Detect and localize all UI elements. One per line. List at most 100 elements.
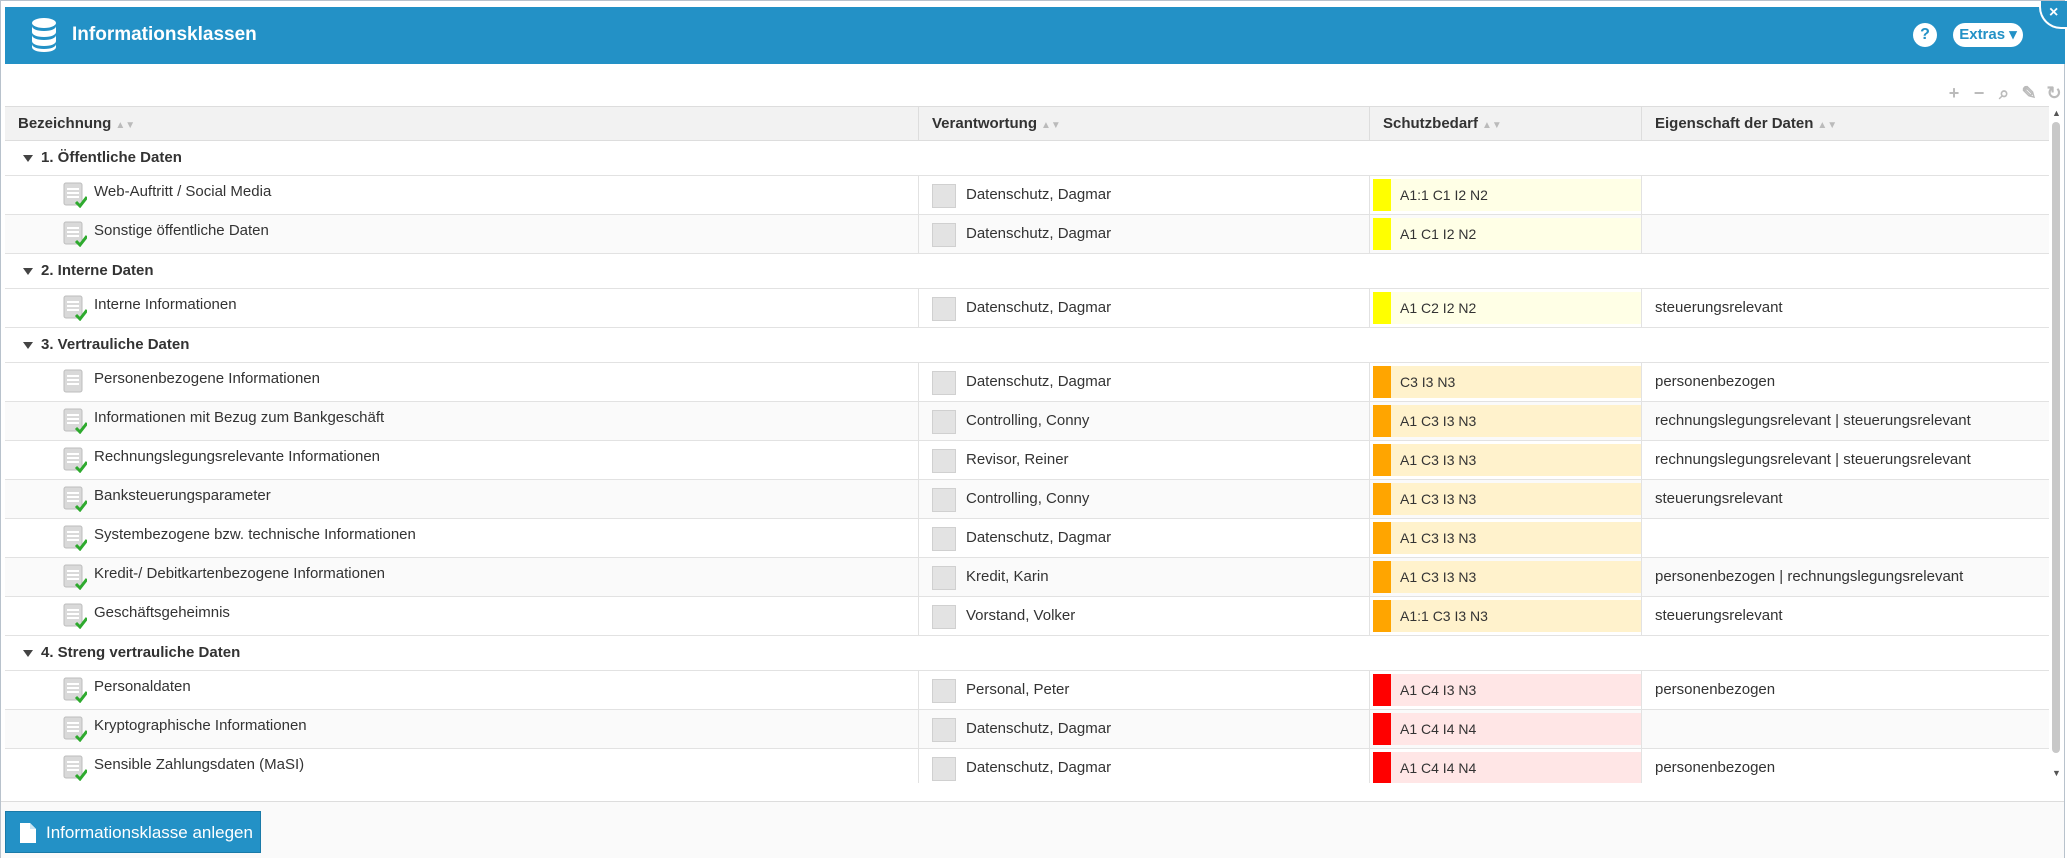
cell-bezeichnung: Kryptographische Informationen (5, 710, 919, 748)
cell-eigenschaft: personenbezogen (1655, 373, 1776, 390)
document-check-icon (63, 182, 87, 208)
item-name[interactable]: Systembezogene bzw. technische Informati… (94, 526, 416, 543)
document-check-icon (63, 486, 87, 512)
item-name[interactable]: Personaldaten (94, 678, 191, 695)
create-information-class-button[interactable]: Informationsklasse anlegen (5, 811, 261, 853)
column-header-schutzbedarf[interactable]: Schutzbedarf ▲▼ (1370, 107, 1642, 141)
document-check-icon (63, 564, 87, 590)
cell-bezeichnung: Banksteuerungsparameter (5, 480, 919, 518)
protection-value: A1 C4 I3 N3 (1391, 674, 1641, 706)
protection-value: A1 C2 I2 N2 (1391, 292, 1641, 324)
item-name[interactable]: Web-Auftritt / Social Media (94, 183, 272, 200)
avatar-icon (932, 527, 956, 551)
avatar-icon (932, 371, 956, 395)
cell-bezeichnung: Personenbezogene Informationen (5, 363, 919, 401)
cell-eigenschaft: steuerungsrelevant (1655, 607, 1783, 624)
extras-menu-button[interactable]: Extras ▾ (1953, 23, 2023, 47)
cell-eigenschaft: steuerungsrelevant (1655, 299, 1783, 316)
cell-schutzbedarf: A1 C3 I3 N3 (1370, 480, 1642, 518)
cell-eigenschaft (1642, 710, 2049, 748)
cell-bezeichnung: Systembezogene bzw. technische Informati… (5, 519, 919, 557)
column-header-eigenschaft[interactable]: Eigenschaft der Daten ▲▼ (1655, 115, 1838, 132)
item-name[interactable]: Sensible Zahlungsdaten (MaSI) (94, 756, 305, 773)
cell-verantwortung: Controlling, Conny (919, 480, 1370, 518)
caret-down-icon[interactable] (23, 155, 33, 162)
table-row[interactable]: Kredit-/ Debitkartenbezogene Information… (5, 558, 2049, 597)
cell-bezeichnung: Rechnungslegungsrelevante Informationen (5, 441, 919, 479)
table-row[interactable]: Interne Informationen Datenschutz, Dagmar… (5, 289, 2049, 328)
table-row[interactable]: Banksteuerungsparameter Controlling, Conn… (5, 480, 2049, 519)
protection-value: A1 C3 I3 N3 (1391, 561, 1641, 593)
item-name[interactable]: Personenbezogene Informationen (94, 370, 320, 387)
footer-bar (1, 801, 2064, 858)
item-name[interactable]: Interne Informationen (94, 296, 237, 313)
cell-verantwortung: Datenschutz, Dagmar (919, 710, 1370, 748)
scrollbar-thumb[interactable] (2052, 122, 2060, 753)
group-row[interactable]: 1. Öffentliche Daten (5, 141, 2049, 176)
group-label: 4. Streng vertrauliche Daten (41, 644, 241, 661)
cell-bezeichnung: Geschäftsgeheimnis (5, 597, 919, 635)
protection-value: A1 C3 I3 N3 (1391, 444, 1641, 476)
item-name[interactable]: Sonstige öffentliche Daten (94, 222, 269, 239)
close-icon[interactable]: × (2049, 4, 2059, 21)
cell-eigenschaft: rechnungslegungsrelevant | steuerungsrel… (1655, 451, 1971, 468)
item-name[interactable]: Informationen mit Bezug zum Bankgeschäft (94, 409, 385, 426)
grid-header: Bezeichnung ▲▼ Verantwortung ▲▼ Schutzbeda… (5, 106, 2049, 141)
group-row[interactable]: 2. Interne Daten (5, 254, 2049, 289)
cell-schutzbedarf: A1 C2 I2 N2 (1370, 289, 1642, 327)
protection-value: A1:1 C3 I3 N3 (1391, 600, 1641, 632)
wrench-icon[interactable]: ✎ (2021, 83, 2037, 103)
table-row[interactable]: Geschäftsgeheimnis Vorstand, Volker A1:1 C… (5, 597, 2049, 636)
item-name[interactable]: Rechnungslegungsrelevante Informationen (94, 448, 381, 465)
protection-level-swatch (1373, 752, 1391, 783)
plus-icon[interactable]: + (1948, 83, 1960, 103)
cell-verantwortung: Datenschutz, Dagmar (919, 176, 1370, 214)
cell-bezeichnung: Informationen mit Bezug zum Bankgeschäft (5, 402, 919, 440)
table-row[interactable]: Personenbezogene Informationen Datenschut… (5, 363, 2049, 402)
table-row[interactable]: Systembezogene bzw. technische Informati… (5, 519, 2049, 558)
table-row[interactable]: Informationen mit Bezug zum Bankgeschäft… (5, 402, 2049, 441)
caret-down-icon[interactable] (23, 342, 33, 349)
table-row[interactable]: Personaldaten Personal, Peter A1 C4 I3 N3 p… (5, 671, 2049, 710)
table-row[interactable]: Kryptographische Informationen Datenschut… (5, 710, 2049, 749)
column-header-verantwortung[interactable]: Verantwortung ▲▼ (919, 107, 1370, 141)
item-name[interactable]: Geschäftsgeheimnis (94, 604, 230, 621)
item-name[interactable]: Kredit-/ Debitkartenbezogene Information… (94, 565, 386, 582)
table-row[interactable]: Sonstige öffentliche Daten Datenschutz, D… (5, 215, 2049, 254)
cell-schutzbedarf: A1 C3 I3 N3 (1370, 441, 1642, 479)
owner-name: Personal, Peter (966, 681, 1070, 698)
table-row[interactable]: Sensible Zahlungsdaten (MaSI) Datenschutz… (5, 749, 2049, 783)
table-row[interactable]: Web-Auftritt / Social Media Datenschutz, … (5, 176, 2049, 215)
protection-level-swatch (1373, 483, 1391, 515)
cell-eigenschaft (1642, 215, 2049, 253)
owner-name: Datenschutz, Dagmar (966, 225, 1112, 242)
cell-verantwortung: Revisor, Reiner (919, 441, 1370, 479)
caret-down-icon[interactable] (23, 268, 33, 275)
owner-name: Datenschutz, Dagmar (966, 186, 1112, 203)
cell-schutzbedarf: A1:1 C1 I2 N2 (1370, 176, 1642, 214)
document-check-icon (63, 755, 87, 781)
table-row[interactable]: Rechnungslegungsrelevante Informationen R… (5, 441, 2049, 480)
protection-level-swatch (1373, 405, 1391, 437)
group-row[interactable]: 4. Streng vertrauliche Daten (5, 636, 2049, 671)
vertical-scrollbar[interactable]: ▲ ▼ (2050, 106, 2062, 783)
caret-down-icon[interactable] (23, 650, 33, 657)
avatar-icon (932, 184, 956, 208)
scroll-up-icon[interactable]: ▲ (2052, 108, 2061, 118)
cell-verantwortung: Datenschutz, Dagmar (919, 289, 1370, 327)
cell-eigenschaft (1642, 176, 2049, 214)
cell-schutzbedarf: C3 I3 N3 (1370, 363, 1642, 401)
help-button[interactable]: ? (1913, 23, 1937, 47)
avatar-icon (932, 297, 956, 321)
group-row[interactable]: 3. Vertrauliche Daten (5, 328, 2049, 363)
search-icon[interactable]: ⌕ (1998, 83, 2010, 103)
owner-name: Datenschutz, Dagmar (966, 373, 1112, 390)
column-header-bezeichnung[interactable]: Bezeichnung ▲▼ (5, 107, 919, 141)
refresh-icon[interactable]: ↻ (2046, 83, 2062, 103)
protection-level-swatch (1373, 292, 1391, 324)
item-name[interactable]: Banksteuerungsparameter (94, 487, 271, 504)
item-name[interactable]: Kryptographische Informationen (94, 717, 307, 734)
scroll-down-icon[interactable]: ▼ (2052, 768, 2061, 778)
minus-icon[interactable]: − (1973, 83, 1985, 103)
cell-schutzbedarf: A1:1 C3 I3 N3 (1370, 597, 1642, 635)
